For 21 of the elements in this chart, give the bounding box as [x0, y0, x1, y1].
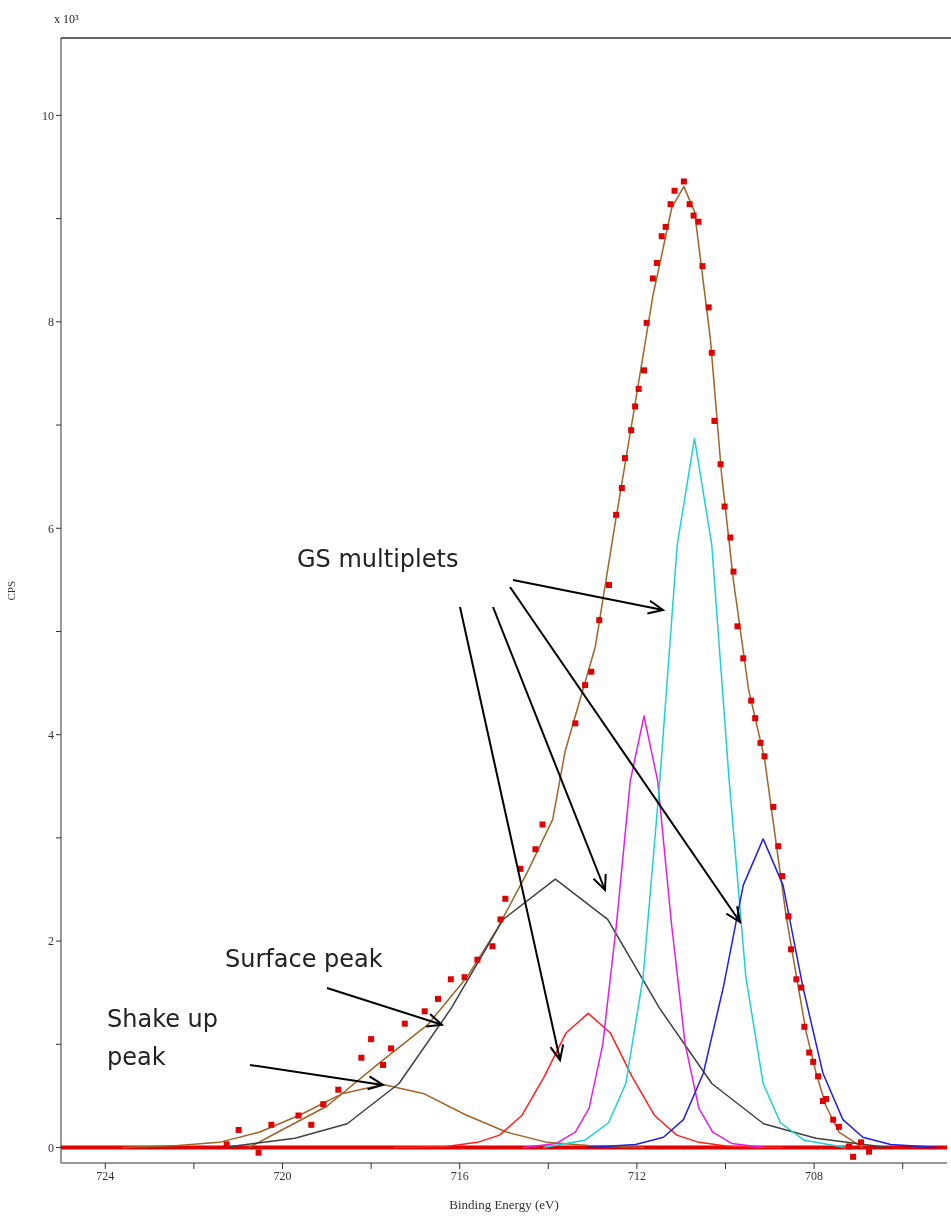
x-tick-label: 724 — [96, 1168, 115, 1183]
line-series — [586, 838, 940, 1149]
y-tick-label: 0 — [48, 1140, 54, 1155]
y-tick-label: 10 — [42, 108, 54, 123]
annotation: Shake up peak — [107, 1004, 220, 1074]
x-tick-label: 708 — [805, 1168, 824, 1183]
x-axis-title: Binding Energy (eV) — [449, 1197, 559, 1212]
text: x 10³ — [54, 11, 80, 28]
line-series — [522, 715, 766, 1149]
annotation: Surface peak — [225, 944, 384, 975]
line-series — [392, 1012, 784, 1149]
y-axis-title: CPS — [4, 580, 17, 601]
line-series — [222, 878, 889, 1149]
x-tick-label: 712 — [627, 1168, 646, 1183]
y-tick-label: 4 — [48, 727, 54, 742]
y-tick-label: 6 — [48, 521, 54, 536]
x-tick-label: 716 — [450, 1168, 469, 1183]
annotation: GS multiplets — [297, 544, 460, 575]
y-tick-label: 8 — [48, 315, 54, 330]
y-tick-label: 2 — [48, 934, 54, 949]
x-tick-label: 720 — [273, 1168, 292, 1183]
